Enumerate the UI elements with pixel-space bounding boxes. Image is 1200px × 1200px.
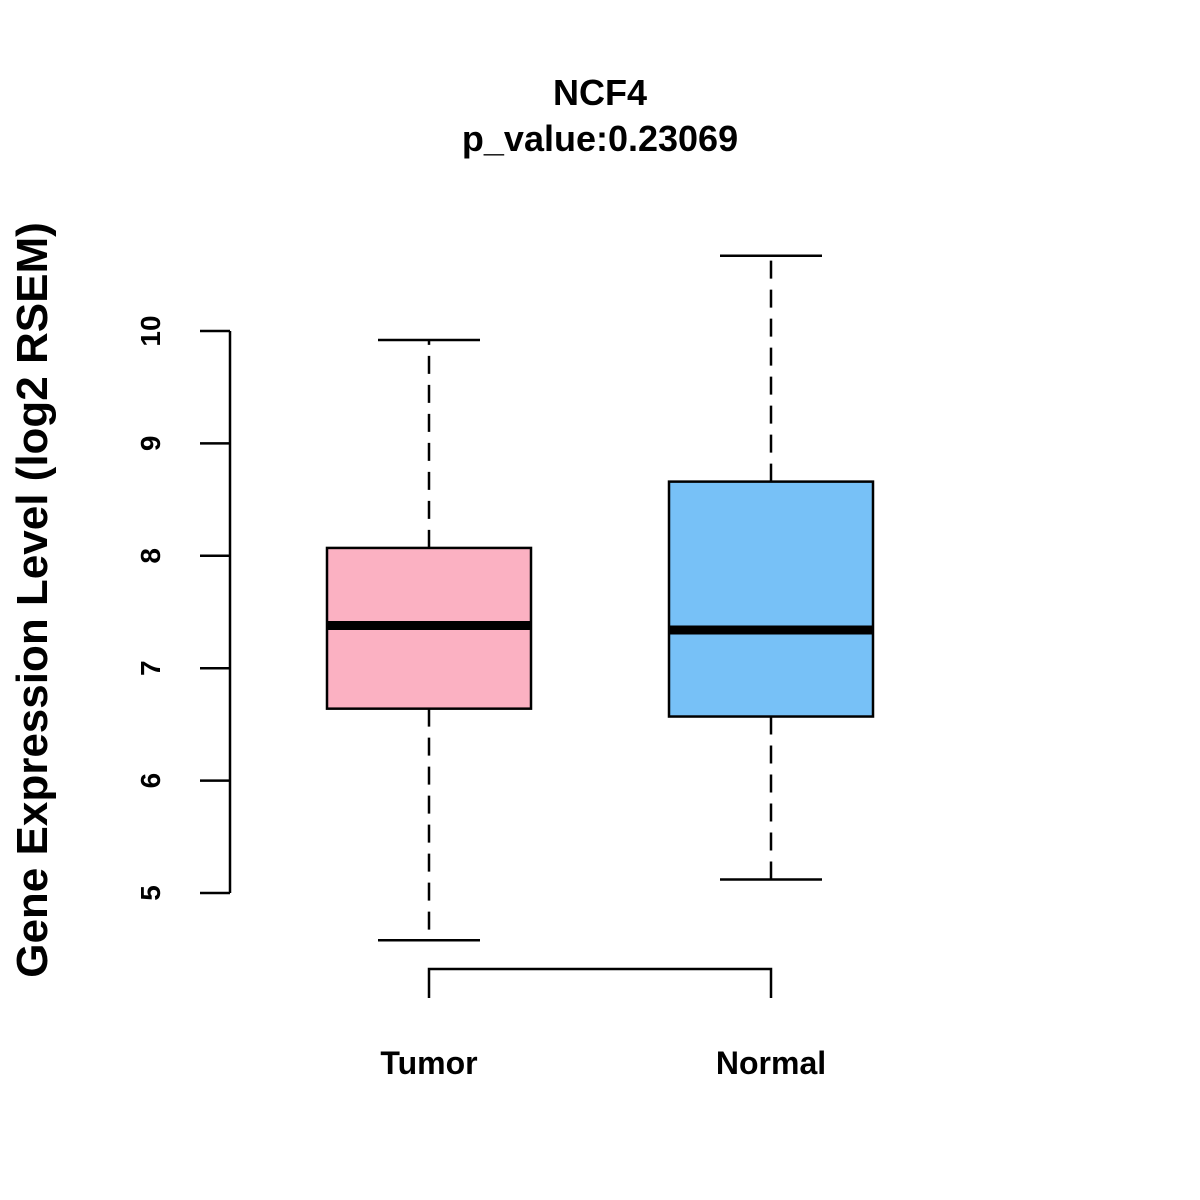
- x-tick-label: Tumor: [380, 1045, 477, 1081]
- box-normal: [667, 480, 875, 718]
- y-axis-label: Gene Expression Level (log2 RSEM): [8, 222, 57, 978]
- comparison-bracket: [427, 967, 773, 998]
- y-tick-label: 5: [135, 885, 166, 901]
- chart-title: NCF4: [553, 72, 647, 113]
- y-tick-label: 10: [135, 315, 166, 346]
- y-tick-label: 6: [135, 773, 166, 789]
- y-tick-label: 9: [135, 436, 166, 452]
- x-tick-label: Normal: [716, 1045, 826, 1081]
- chart-marks: 5 6 7 8 9 10 Tumor Normal: [135, 254, 875, 1081]
- y-tick-label: 7: [135, 660, 166, 676]
- y-tick-label: 8: [135, 548, 166, 564]
- chart-subtitle: p_value:0.23069: [462, 118, 738, 159]
